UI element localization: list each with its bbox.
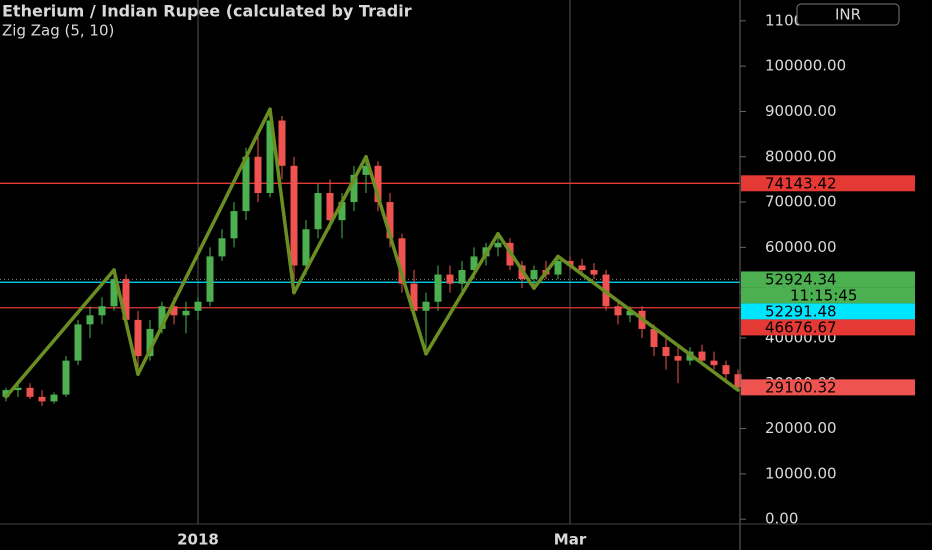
candle-body xyxy=(362,165,370,175)
price-label: 52924.34 xyxy=(765,270,837,288)
candle-body xyxy=(242,156,250,212)
candle-body xyxy=(626,310,634,316)
zigzag-segment xyxy=(556,254,740,392)
candle-body xyxy=(146,328,154,357)
candle-body xyxy=(698,351,706,361)
candle-body xyxy=(302,229,310,266)
price-label: 29100.32 xyxy=(765,378,837,396)
y-tick-label: 70000.00 xyxy=(765,193,837,211)
candle-body xyxy=(350,174,358,203)
price-label-box xyxy=(741,303,915,320)
y-tick-label: 60000.00 xyxy=(765,238,837,256)
candle-body xyxy=(290,165,298,266)
candle-body xyxy=(134,319,142,357)
plot-layer xyxy=(0,107,742,406)
price-label: 74143.42 xyxy=(765,174,837,192)
chart-title: Etherium / Indian Rupee (calculated by T… xyxy=(2,2,412,21)
candle-body xyxy=(386,202,394,239)
candle-body xyxy=(458,270,466,284)
zigzag-segment xyxy=(136,107,272,376)
zigzag-segment xyxy=(364,155,428,356)
price-label-box xyxy=(741,379,915,396)
candle-body xyxy=(674,356,682,361)
currency-label[interactable]: INR xyxy=(835,6,861,24)
candle-body xyxy=(578,265,586,271)
candle-body xyxy=(470,256,478,271)
candle-body xyxy=(26,387,34,397)
candle-body xyxy=(278,120,286,166)
candle-body xyxy=(182,310,190,316)
candle-body xyxy=(446,274,454,284)
candle-body xyxy=(398,238,406,284)
x-tick-label: 2018 xyxy=(177,531,219,549)
zigzag-segment xyxy=(268,107,296,295)
x-tick-label: Mar xyxy=(554,531,587,549)
zigzag-segment xyxy=(292,155,368,295)
candle-body xyxy=(14,387,22,391)
zigzag-segment xyxy=(496,232,536,290)
candle-body xyxy=(722,365,730,375)
price-label-box xyxy=(741,319,915,336)
candle-body xyxy=(122,279,130,320)
candle-body xyxy=(734,374,742,388)
currency-button[interactable] xyxy=(796,3,900,26)
candle-body xyxy=(650,328,658,348)
y-tick-label: 10000.00 xyxy=(765,464,837,482)
candle-body xyxy=(158,306,166,329)
price-label-box xyxy=(741,175,915,192)
price-label: 52291.48 xyxy=(765,302,837,320)
candle-body xyxy=(314,192,322,230)
candle-body xyxy=(422,301,430,311)
candle-body xyxy=(218,238,226,257)
candle-body xyxy=(110,279,118,307)
candle-body xyxy=(530,270,538,280)
candle-body xyxy=(2,390,10,397)
candle-body xyxy=(710,360,718,366)
candle-body xyxy=(614,306,622,316)
candle-body xyxy=(266,120,274,193)
zigzag-segment xyxy=(4,268,116,399)
candle-body xyxy=(494,242,502,248)
candle-body xyxy=(434,274,442,302)
y-tick-label: 80000.00 xyxy=(765,147,837,165)
candle-body xyxy=(326,192,334,221)
countdown-label: 11:15:45 xyxy=(790,286,857,304)
candle-body xyxy=(662,347,670,357)
candle-body xyxy=(74,324,82,361)
candle-body xyxy=(50,394,58,402)
candle-body xyxy=(230,211,238,239)
candle-body xyxy=(554,260,562,275)
price-label: 46676.67 xyxy=(765,318,837,336)
y-tick-label: 0.00 xyxy=(765,510,798,528)
indicator-name: Zig Zag (5, 10) xyxy=(2,22,114,40)
candle-body xyxy=(62,360,70,395)
candle-body xyxy=(38,396,46,402)
zigzag-segment xyxy=(424,232,500,356)
candle-body xyxy=(410,283,418,311)
countdown-box xyxy=(741,287,915,304)
zigzag-segment xyxy=(532,254,560,290)
zigzag-segment xyxy=(112,268,140,376)
candle-body xyxy=(86,315,94,325)
candle-body xyxy=(374,165,382,203)
candle-body xyxy=(254,156,262,193)
candle-body xyxy=(206,256,214,302)
y-tick-label: 90000.00 xyxy=(765,102,837,120)
candle-body xyxy=(590,270,598,275)
candle-body xyxy=(98,306,106,316)
price-label-box xyxy=(741,271,915,288)
candle-body xyxy=(194,301,202,311)
axis-layer: 0.0010000.0020000.0030000.0040000.005000… xyxy=(177,11,915,549)
candle-body xyxy=(338,202,346,221)
candle-body xyxy=(170,306,178,316)
y-tick-label: 20000.00 xyxy=(765,419,837,437)
y-tick-label: 100000.00 xyxy=(765,57,846,75)
